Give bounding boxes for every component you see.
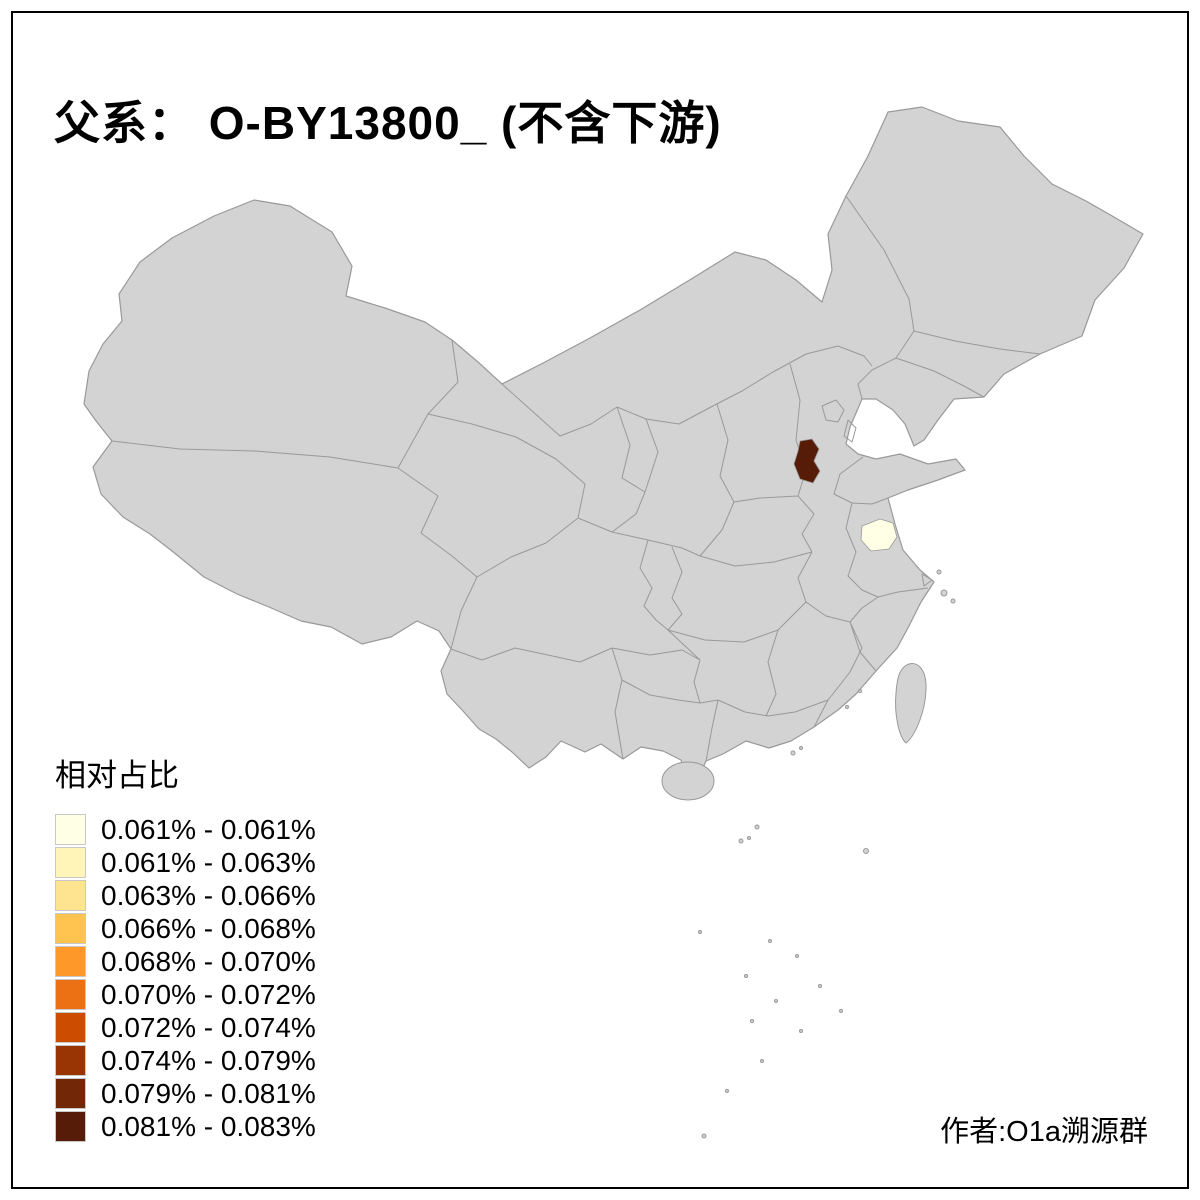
high-value-region [793,438,821,484]
legend-row: 0.066% - 0.068% [55,912,316,945]
legend-row: 0.068% - 0.070% [55,945,316,978]
legend-row: 0.061% - 0.061% [55,813,316,846]
legend-label-10: 0.081% - 0.083% [101,1111,316,1142]
legend-label-3: 0.063% - 0.066% [101,880,316,911]
legend-label-1: 0.061% - 0.061% [101,814,316,845]
china-mainland-shape [83,106,1144,778]
legend-swatch-10 [55,1111,86,1142]
legend-label-8: 0.074% - 0.079% [101,1045,316,1076]
legend-swatch-1 [55,814,86,845]
legend-swatch-9 [55,1078,86,1109]
attribution-text: 作者:O1a溯源群 [940,1116,1148,1148]
legend-title: 相对占比 [55,758,179,793]
legend-row: 0.072% - 0.074% [55,1011,316,1044]
legend-row: 0.063% - 0.066% [55,879,316,912]
legend-swatch-3 [55,880,86,911]
legend-row: 0.070% - 0.072% [55,978,316,1011]
legend-swatch-2 [55,847,86,878]
legend-label-9: 0.079% - 0.081% [101,1078,316,1109]
legend-label-7: 0.072% - 0.074% [101,1012,316,1043]
legend: 相对占比 0.061% - 0.061% 0.061% - 0.063% 0.0… [55,750,316,1143]
legend-swatch-5 [55,946,86,977]
legend-row: 0.081% - 0.083% [55,1110,316,1143]
legend-row: 0.061% - 0.063% [55,846,316,879]
low-value-region [860,518,898,552]
legend-label-5: 0.068% - 0.070% [101,946,316,977]
legend-label-4: 0.066% - 0.068% [101,913,316,944]
legend-row: 0.074% - 0.079% [55,1044,316,1077]
taiwan-island [895,663,927,744]
legend-swatch-6 [55,979,86,1010]
legend-swatch-4 [55,913,86,944]
islands-group [661,569,956,1139]
south-china-sea-islands [698,824,869,1139]
coastal-islets [790,569,956,756]
legend-swatch-8 [55,1045,86,1076]
legend-label-6: 0.070% - 0.072% [101,979,316,1010]
legend-label-2: 0.061% - 0.063% [101,847,316,878]
page-title: 父系： O-BY13800_ (不含下游) [54,96,722,149]
hainan-island [661,761,715,801]
legend-row: 0.079% - 0.081% [55,1077,316,1110]
legend-swatch-7 [55,1012,86,1043]
province-boundaries [111,195,1041,762]
